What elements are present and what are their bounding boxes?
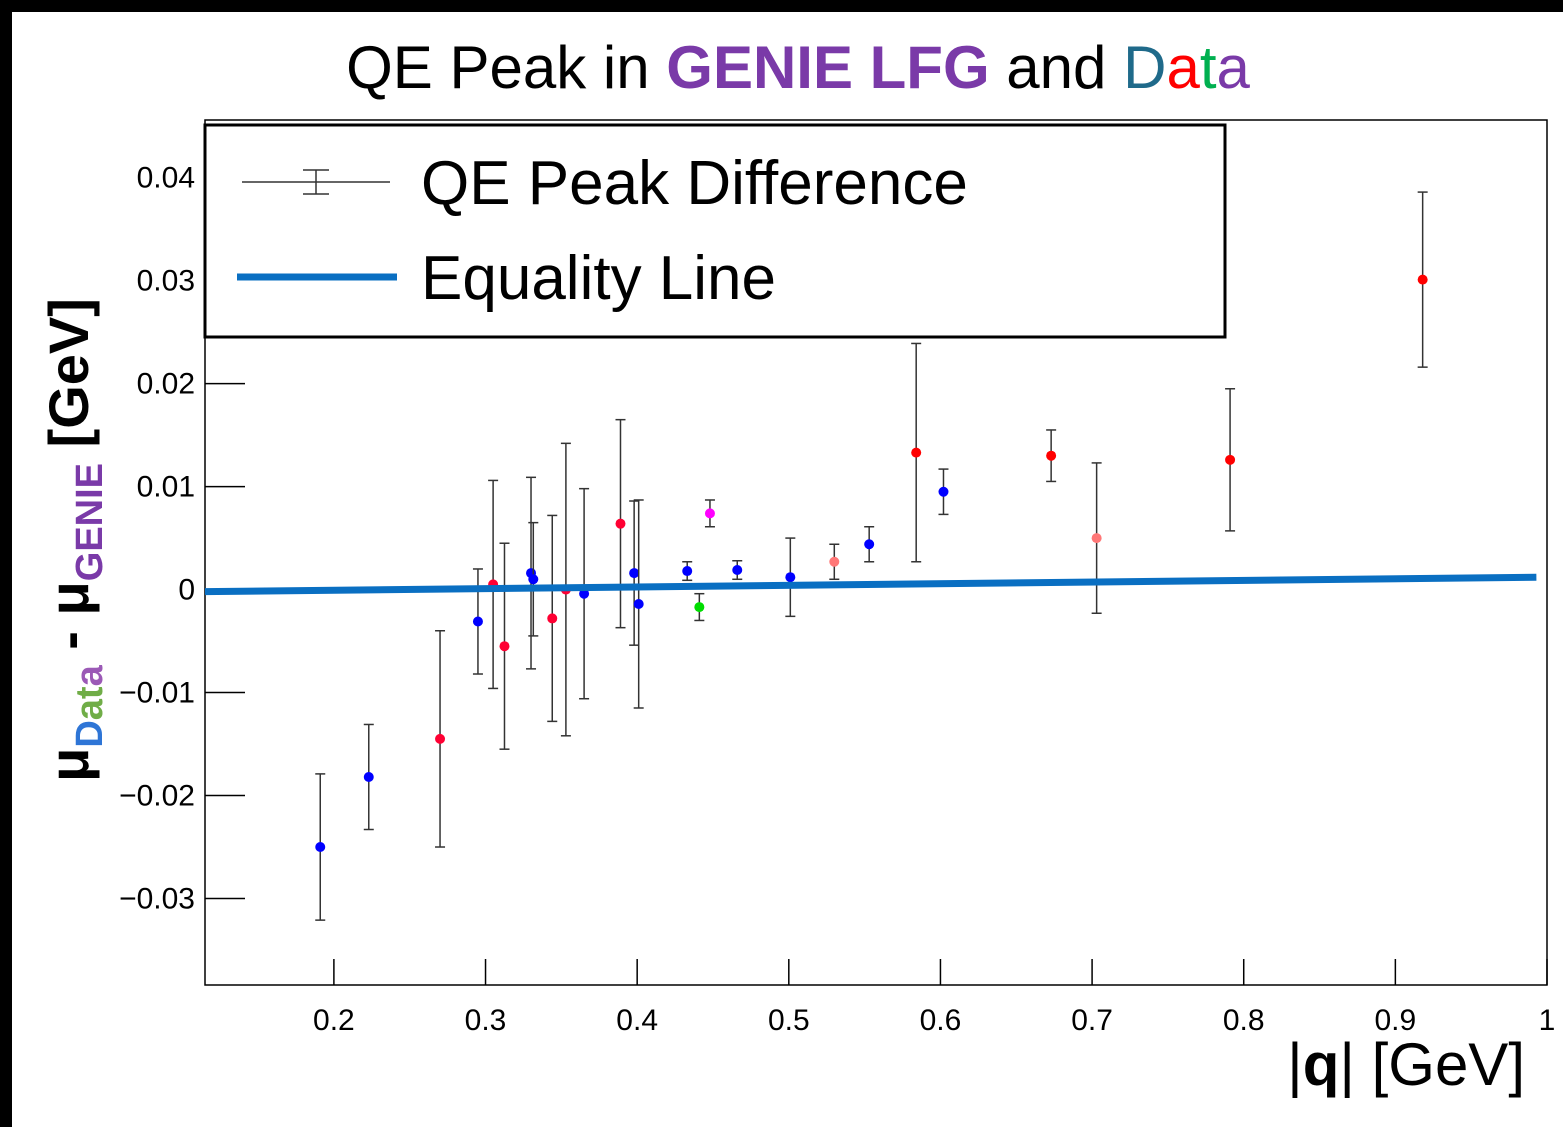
x-tick-label: 0.8	[1223, 1004, 1265, 1037]
x-label-part: |	[1287, 1031, 1303, 1098]
y-axis-label: μData - μGENIE [GeV]	[37, 298, 111, 782]
data-point	[732, 565, 743, 576]
data-point	[579, 588, 590, 599]
data-point	[785, 572, 796, 583]
data-point	[547, 613, 558, 624]
title-part: a	[1166, 34, 1200, 101]
x-tick-label: 1	[1539, 1004, 1556, 1037]
data-point	[1225, 454, 1236, 465]
x-tick-label: 0.5	[768, 1004, 810, 1037]
title-part: and	[990, 34, 1123, 101]
chart-title: QE Peak in GENIE LFG and Data	[346, 34, 1250, 101]
title-part: GENIE LFG	[666, 34, 989, 101]
left-strip	[0, 0, 12, 1127]
data-point	[938, 486, 949, 497]
y-label-part: D	[69, 720, 111, 747]
y-label-part: a	[69, 664, 111, 686]
y-label-part: [GeV]	[37, 298, 100, 463]
title-part: QE Peak in	[346, 34, 666, 101]
x-tick-label: 0.4	[616, 1004, 658, 1037]
legend-box	[203, 123, 1227, 339]
legend-label: Equality Line	[421, 244, 776, 313]
x-label-part: q	[1303, 1031, 1340, 1098]
data-point	[829, 556, 840, 567]
data-point	[864, 539, 875, 550]
y-tick-label: 0.04	[137, 162, 195, 195]
x-tick-label: 0.3	[465, 1004, 507, 1037]
y-label-part: a	[69, 698, 111, 720]
x-tick-label: 0.7	[1071, 1004, 1113, 1037]
y-label-part: - μ	[37, 581, 100, 665]
data-point	[499, 641, 510, 652]
title-part: a	[1216, 34, 1250, 101]
y-tick-label: −0.01	[119, 677, 195, 710]
data-point	[1417, 274, 1428, 285]
x-tick-label: 0.6	[920, 1004, 962, 1037]
data-point	[911, 447, 922, 458]
legend-label: QE Peak Difference	[421, 149, 968, 218]
data-point	[629, 568, 640, 579]
y-label-part: GENIE	[69, 463, 111, 581]
data-point	[704, 508, 715, 519]
data-point	[633, 598, 644, 609]
y-tick-label: −0.03	[119, 883, 195, 916]
y-tick-label: 0.03	[137, 265, 195, 298]
x-tick-label: 0.2	[313, 1004, 355, 1037]
x-tick-label: 0.9	[1375, 1004, 1417, 1037]
y-tick-label: 0.01	[137, 471, 195, 504]
y-tick-label: 0	[178, 574, 195, 607]
data-point	[315, 842, 326, 853]
x-axis-label: |q| [GeV]	[1287, 1031, 1525, 1098]
plot-frame	[204, 119, 1548, 986]
data-point	[682, 566, 693, 577]
data-point	[615, 518, 626, 529]
y-label-part: μ	[37, 748, 100, 782]
data-point	[1091, 533, 1102, 544]
data-point	[472, 616, 483, 627]
data-point	[363, 771, 374, 782]
title-part: D	[1123, 34, 1166, 101]
equality-line	[204, 573, 1537, 596]
data-point	[694, 602, 705, 613]
x-label-part: | [GeV]	[1339, 1031, 1525, 1098]
data-point	[528, 574, 539, 585]
title-part: t	[1200, 34, 1217, 101]
y-tick-label: 0.02	[137, 368, 195, 401]
data-point	[1046, 450, 1057, 461]
data-point	[435, 733, 446, 744]
y-label-part: t	[69, 686, 111, 699]
top-strip	[0, 0, 1563, 12]
y-tick-label: −0.02	[119, 780, 195, 813]
